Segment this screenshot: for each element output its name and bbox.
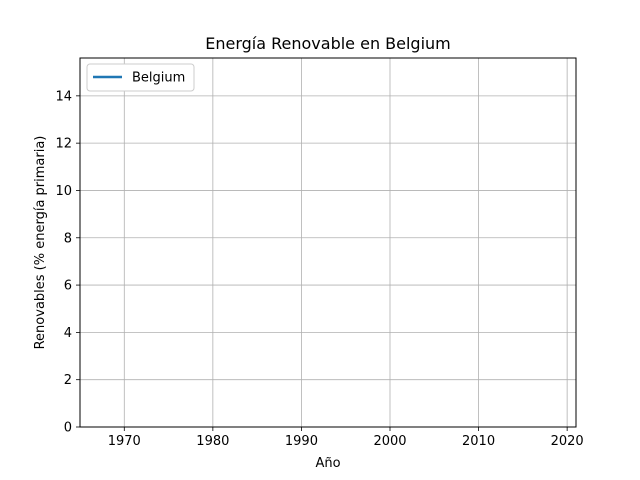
y-tick-label: 10 <box>55 184 72 199</box>
legend-box <box>86 63 195 92</box>
y-axis: 0 2 4 6 8 10 12 14 <box>55 89 80 436</box>
x-axis: 1970 1980 1990 2000 2010 2020 <box>108 427 584 449</box>
legend: Belgium <box>86 63 195 92</box>
plot-frame <box>79 57 577 428</box>
grid <box>80 58 576 428</box>
chart-title: Energía Renovable en Belgium <box>205 34 451 53</box>
y-tick-label: 14 <box>55 89 72 104</box>
x-tick-label: 1970 <box>108 434 141 449</box>
y-tick-label: 6 <box>64 279 72 294</box>
y-tick-label: 2 <box>64 373 72 388</box>
y-tick-label: 8 <box>64 231 72 246</box>
y-tick-label: 0 <box>64 421 72 436</box>
x-tick-label: 1990 <box>285 434 318 449</box>
y-tick-label: 12 <box>55 137 72 152</box>
y-axis-label: Renovables (% energía primaria) <box>33 136 48 350</box>
legend-label-belgium: Belgium <box>132 71 185 86</box>
x-tick-label: 2020 <box>551 434 584 449</box>
x-tick-label: 2000 <box>373 434 406 449</box>
x-axis-label: Año <box>315 456 340 471</box>
y-tick-label: 4 <box>64 326 72 341</box>
x-tick-label: 2010 <box>462 434 495 449</box>
x-tick-label: 1980 <box>196 434 229 449</box>
